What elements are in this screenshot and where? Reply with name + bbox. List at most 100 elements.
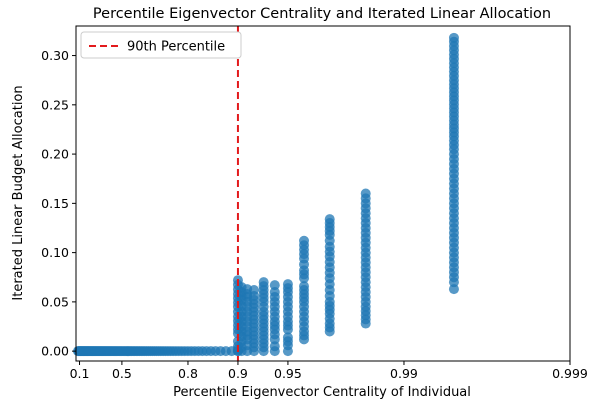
legend: 90th Percentile: [80, 31, 242, 59]
data-point: [258, 342, 269, 353]
data-point: [324, 235, 335, 246]
data-point: [299, 321, 310, 332]
data-point: [282, 301, 293, 312]
data-point: [324, 256, 335, 267]
data-point: [258, 292, 269, 303]
data-point: [282, 336, 293, 347]
data-point: [448, 135, 459, 146]
x-axis-ticks: 0.1 0.5 0.8 0.9 0.95 0.99 0.999: [70, 361, 588, 381]
data-point: [360, 218, 371, 229]
x-tick-label: 0.95: [274, 366, 302, 381]
x-axis-label: Percentile Eigenvector Centrality of Ind…: [173, 385, 471, 400]
data-point: [324, 279, 335, 290]
data-point: [448, 218, 459, 229]
data-point: [258, 310, 269, 321]
data-point: [282, 320, 293, 331]
data-point: [258, 326, 269, 337]
data-point: [448, 158, 459, 169]
data-point: [324, 246, 335, 257]
data-point: [269, 291, 280, 302]
data-point: [360, 198, 371, 209]
data-point: [448, 149, 459, 160]
data-point: [282, 291, 293, 302]
data-point: [448, 227, 459, 238]
data-point: [299, 240, 310, 251]
x-tick-label: 0.5: [112, 366, 132, 381]
data-point: [324, 218, 335, 229]
data-point: [299, 285, 310, 296]
data-point: [258, 318, 269, 329]
data-point: [269, 320, 280, 331]
data-point: [249, 342, 260, 353]
data-point: [299, 301, 310, 312]
legend-box: [80, 31, 242, 59]
data-point: [299, 330, 310, 341]
data-point: [448, 79, 459, 90]
data-point: [249, 326, 260, 337]
data-point: [360, 188, 371, 199]
data-point: [269, 311, 280, 322]
y-tick-label: 0.15: [41, 196, 69, 211]
x-tick-label: 0.1: [70, 366, 90, 381]
data-point: [448, 247, 459, 258]
data-point: [360, 296, 371, 307]
data-point: [360, 257, 371, 268]
data-point: [258, 301, 269, 312]
data-point: [249, 334, 260, 345]
data-point: [360, 227, 371, 238]
data-point: [360, 305, 371, 316]
data-point: [448, 168, 459, 179]
data-point: [448, 208, 459, 219]
data-point: [448, 284, 459, 295]
data-point: [360, 287, 371, 298]
data-point: [360, 242, 371, 253]
data-point: [324, 300, 335, 311]
y-axis-label: Iterated Linear Budget Allocation: [11, 85, 26, 300]
data-point: [269, 329, 280, 340]
data-point: [448, 198, 459, 209]
y-tick-label: 0.00: [41, 344, 69, 359]
data-point: [360, 208, 371, 219]
data-point: [269, 301, 280, 312]
y-tick-label: 0.05: [41, 294, 69, 309]
data-point: [360, 272, 371, 283]
data-point: [448, 237, 459, 248]
x-tick-label: 0.8: [178, 366, 198, 381]
data-point: [324, 225, 335, 236]
data-point: [299, 311, 310, 322]
data-point: [324, 313, 335, 324]
data-point: [258, 277, 269, 288]
x-tick-label: 0.999: [552, 366, 588, 381]
data-point: [282, 283, 293, 294]
data-point: [258, 285, 269, 296]
data-point: [448, 257, 459, 268]
data-point: [299, 292, 310, 303]
data-point: [249, 294, 260, 305]
y-tick-label: 0.20: [41, 147, 69, 162]
y-tick-label: 0.10: [41, 245, 69, 260]
y-axis-ticks: 0.00 0.05 0.10 0.15 0.20 0.25 0.30: [41, 48, 76, 359]
plot-frame: [75, 25, 571, 362]
data-point: [249, 318, 260, 329]
data-point: [324, 322, 335, 333]
data-point: [269, 280, 280, 291]
data-point: [324, 290, 335, 301]
data-point: [249, 310, 260, 321]
points-layer: [72, 32, 459, 357]
y-tick-label: 0.30: [41, 48, 69, 63]
chart-title: Percentile Eigenvector Centrality and It…: [93, 6, 551, 22]
y-tick-label: 0.25: [41, 97, 69, 112]
data-point: [448, 267, 459, 278]
x-tick-label: 0.9: [228, 366, 248, 381]
data-point: [282, 311, 293, 322]
data-point: [258, 334, 269, 345]
legend-label: 90th Percentile: [127, 40, 225, 55]
data-point: [249, 285, 260, 296]
data-point: [249, 302, 260, 313]
data-point: [448, 41, 459, 52]
data-point: [269, 341, 280, 352]
data-point: [448, 178, 459, 189]
data-point: [448, 188, 459, 199]
data-point: [448, 123, 459, 134]
